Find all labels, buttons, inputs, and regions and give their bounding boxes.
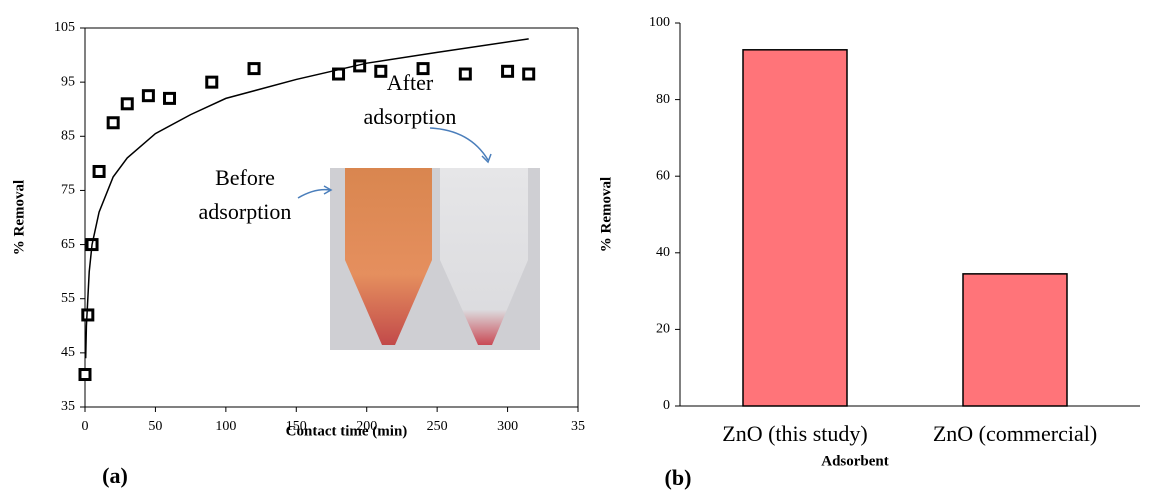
annotation: adsorption: [199, 199, 292, 224]
bar: [742, 49, 848, 407]
y-axis-title: % Removal: [11, 180, 27, 255]
y-axis-title: % Removal: [598, 177, 614, 252]
data-point: [141, 89, 155, 103]
x-tick-label: 100: [215, 419, 236, 434]
data-point: [458, 67, 472, 81]
data-point: [205, 75, 219, 89]
y-tick-label: 40: [656, 245, 670, 260]
annotation-arrows: [297, 127, 492, 199]
data-point: [416, 62, 430, 76]
data-point: [120, 97, 134, 111]
panel-label: (a): [102, 463, 128, 488]
y-tick-label: 95: [61, 74, 75, 89]
x-tick-label: 50: [148, 419, 162, 434]
data-point: [247, 62, 261, 76]
data-point: [522, 67, 536, 81]
y-tick-label: 75: [61, 183, 75, 198]
y-tick-label: 100: [649, 15, 670, 30]
x-tick-label: 150: [286, 419, 307, 434]
x-tick-label: 250: [427, 419, 448, 434]
y-tick-label: 65: [61, 237, 75, 252]
x-tick-label: 300: [497, 419, 518, 434]
x-axis-title: Contact time (min): [286, 423, 408, 439]
data-point: [374, 64, 388, 78]
data-point: [163, 91, 177, 105]
y-tick-label: 0: [663, 398, 670, 413]
y-tick-label: 60: [656, 168, 670, 183]
x-tick-label: ZnO (this study): [722, 421, 867, 446]
x-tick-label: 200: [356, 419, 377, 434]
bar: [962, 273, 1068, 407]
annotation: Before: [215, 165, 275, 190]
panel-label: (b): [665, 465, 692, 490]
y-tick-label: 35: [61, 399, 75, 414]
data-point: [501, 64, 515, 78]
y-tick-label: 80: [656, 92, 670, 107]
x-tick-label: ZnO (commercial): [933, 421, 1097, 446]
fit-curve: [84, 38, 529, 359]
y-tick-label: 85: [61, 129, 75, 144]
x-tick-label: 35: [571, 419, 585, 434]
data-point: [92, 164, 106, 178]
x-axis-title: Adsorbent: [821, 453, 889, 469]
y-tick-label: 55: [61, 291, 75, 306]
y-tick-label: 105: [54, 20, 75, 35]
data-point: [106, 116, 120, 130]
y-tick-label: 20: [656, 322, 670, 337]
data-point: [78, 368, 92, 382]
inset-photo: [330, 168, 540, 350]
x-tick-label: 0: [82, 419, 89, 434]
annotation: adsorption: [364, 104, 457, 129]
y-tick-label: 45: [61, 345, 75, 360]
